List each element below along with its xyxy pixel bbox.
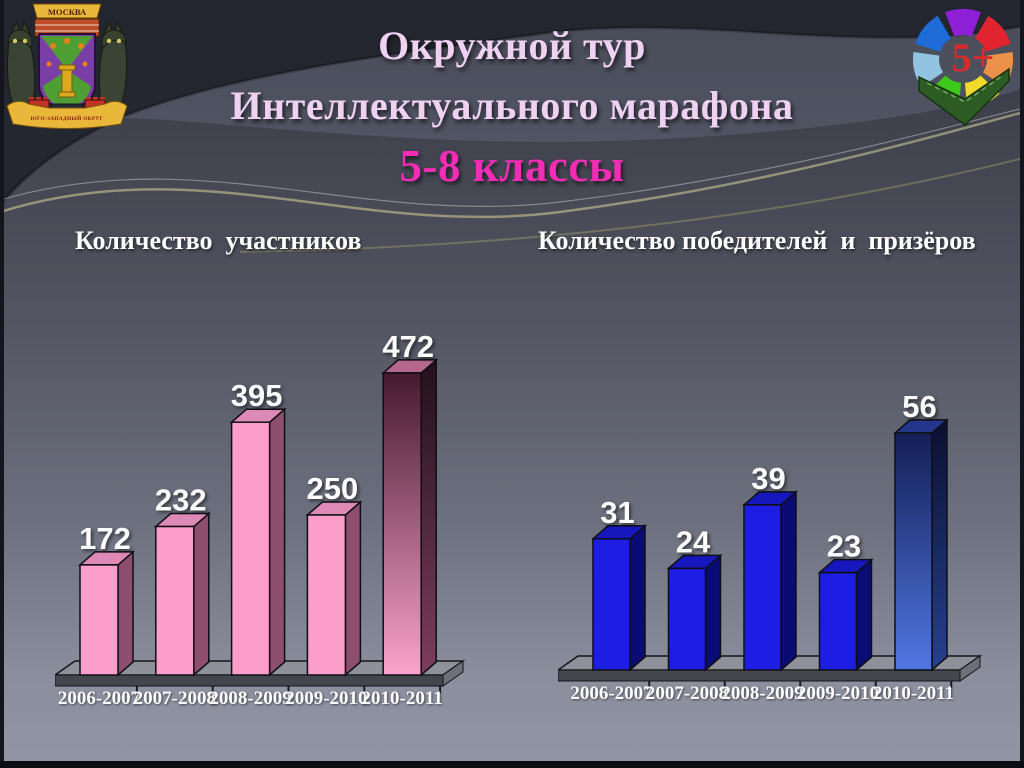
bar-side-face — [420, 358, 437, 677]
slide-title: Окружной тур Интеллектуального марафона … — [0, 16, 1024, 196]
winners-bar-chart: 31 2006-2007 24 2007-2008 39 2008-2009 23 2009-… — [558, 389, 983, 704]
participants-bar-chart: 172 2006-2007 232 2007-2008 395 2008-2009 250 2… — [55, 329, 466, 709]
slide-edge-left — [0, 0, 4, 768]
bar — [153, 511, 211, 677]
category-label: 2010-2011 — [362, 688, 443, 709]
category-label: 2008-2009 — [721, 683, 803, 704]
title-line-3: 5-8 классы — [399, 141, 625, 191]
category-label: 2006-2007 — [58, 688, 141, 709]
bar — [590, 524, 648, 672]
bar — [77, 550, 136, 677]
bar-value-label: 23 — [827, 529, 861, 564]
left-chart-title: Количество участников — [75, 226, 362, 255]
bar-side-face — [268, 407, 286, 677]
bar-value-label: 172 — [79, 521, 131, 556]
category-label: 2007-2008 — [646, 683, 728, 704]
bar-value-label: 232 — [155, 483, 207, 518]
crest-banner-text: МОСКВА — [48, 7, 87, 17]
category-label: 2009-2010 — [285, 688, 367, 709]
bar-front-face — [818, 571, 858, 671]
bar-front-face — [667, 567, 707, 671]
bar-front-face — [382, 372, 422, 676]
bar — [892, 418, 950, 672]
bar-side-face — [931, 418, 948, 672]
right-chart-title: Количество победителей и призёров — [538, 226, 976, 255]
category-label: 2010-2011 — [873, 683, 954, 704]
bar — [229, 407, 287, 677]
bar-front-face — [592, 538, 631, 671]
bar-side-face — [855, 557, 873, 672]
bar-front-face — [306, 514, 347, 676]
bar-value-label: 24 — [676, 524, 711, 559]
bar-value-label: 56 — [902, 389, 936, 424]
crest-ribbon-text: ЮГО-ЗАПАДНЫЙ ОКРУГ — [31, 114, 104, 122]
category-label: 2006-2007 — [570, 683, 653, 704]
bar-value-label: 250 — [307, 471, 359, 506]
bar-front-face — [230, 421, 271, 676]
bar-value-label: 472 — [382, 329, 434, 364]
category-label: 2007-2008 — [134, 688, 216, 709]
category-label: 2009-2010 — [797, 683, 879, 704]
bar-side-face — [780, 490, 797, 672]
bar-side-face — [193, 511, 210, 677]
pinwheel-label: 5+ — [952, 35, 995, 80]
bar — [381, 358, 439, 677]
title-line-2: Интеллектуального марафона — [230, 83, 794, 128]
bar — [666, 553, 723, 672]
pinwheel-5plus-logo: 5+ — [910, 8, 1016, 126]
bar-value-label: 31 — [600, 495, 634, 530]
bar-front-face — [894, 432, 933, 671]
bar — [741, 490, 799, 672]
bar — [817, 557, 874, 672]
category-label: 2008-2009 — [209, 688, 291, 709]
bar-value-label: 395 — [231, 378, 283, 413]
district-crest-logo: МОСКВА ЮГО-ЗАПАДНЫЙ ОКРУГ — [6, 3, 128, 129]
bar-front-face — [743, 504, 782, 671]
bar-front-face — [79, 564, 119, 676]
slide-edge-right — [1020, 0, 1024, 768]
bar-side-face — [117, 550, 134, 677]
bar-side-face — [704, 553, 722, 672]
pinwheel-petal — [945, 8, 981, 37]
bar-side-face — [629, 524, 646, 672]
bar — [305, 500, 363, 677]
bar-value-label: 39 — [751, 461, 785, 496]
slide-edge-bottom — [0, 761, 1024, 768]
title-line-1: Окружной тур — [378, 23, 646, 68]
bar-front-face — [155, 525, 195, 676]
bar-side-face — [344, 500, 362, 677]
